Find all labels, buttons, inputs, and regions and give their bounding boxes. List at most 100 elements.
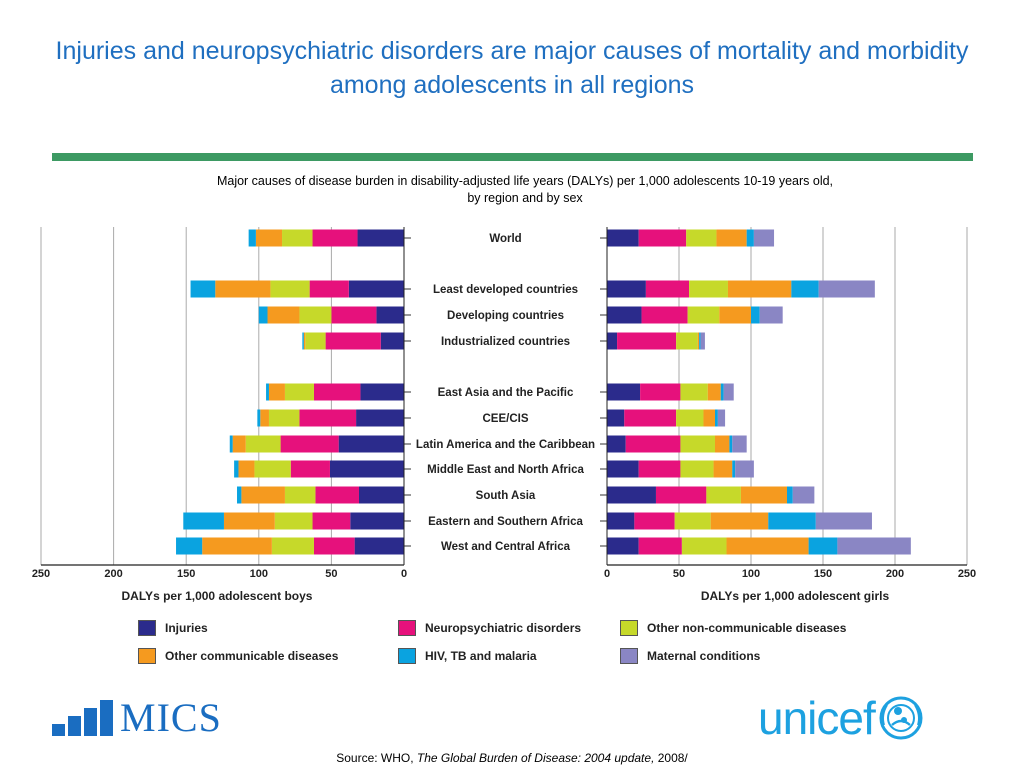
- bar-boys-hiv: [190, 280, 216, 298]
- tick-label-girls: 100: [742, 568, 760, 580]
- bar-girls-maternal: [818, 280, 875, 298]
- bar-girls-neuro: [638, 229, 687, 247]
- bar-girls-neuro: [617, 332, 677, 350]
- bar-boys-hiv: [302, 332, 304, 350]
- bar-boys-hiv: [183, 512, 224, 530]
- bar-boys-neuro: [299, 409, 357, 427]
- tick-label-boys: 250: [32, 568, 50, 580]
- bar-girls-hiv: [720, 383, 724, 401]
- category-label: Latin America and the Caribbean: [416, 439, 595, 451]
- bar-girls-noncomm: [686, 229, 717, 247]
- bar-girls-injuries: [607, 306, 642, 324]
- bar-girls-communicable: [697, 332, 700, 350]
- bar-girls-noncomm: [676, 409, 704, 427]
- mics-logo-bar: [52, 724, 65, 736]
- bar-boys-injuries: [356, 409, 404, 427]
- bar-girls-communicable: [726, 537, 809, 555]
- tick-label-girls: 250: [958, 568, 976, 580]
- tick-label-boys: 100: [250, 568, 268, 580]
- bar-boys-injuries: [360, 383, 404, 401]
- bar-boys-noncomm: [284, 383, 314, 401]
- bar-boys-noncomm: [282, 229, 313, 247]
- bar-girls-noncomm: [676, 332, 698, 350]
- tick-label-girls: 150: [814, 568, 832, 580]
- bar-girls-maternal: [815, 512, 872, 530]
- mics-logo-text: MICS: [120, 695, 222, 740]
- category-label: Middle East and North Africa: [427, 464, 584, 476]
- tick-label-girls: 0: [604, 568, 610, 580]
- bar-boys-communicable: [255, 229, 283, 247]
- bar-boys-injuries: [358, 486, 404, 504]
- bar-boys-neuro: [280, 435, 339, 453]
- bar-girls-noncomm: [687, 306, 720, 324]
- bar-girls-noncomm: [680, 460, 714, 478]
- unicef-logo: unicef: [758, 693, 924, 743]
- bar-girls-noncomm: [681, 537, 727, 555]
- bar-girls-communicable: [707, 383, 721, 401]
- mics-logo: MICS: [52, 695, 222, 740]
- bar-girls-maternal: [753, 229, 775, 247]
- bar-boys-communicable: [202, 537, 272, 555]
- bar-girls-injuries: [607, 229, 639, 247]
- source-title: The Global Burden of Disease: 2004 updat…: [416, 751, 655, 765]
- unicef-emblem-icon: [879, 696, 923, 740]
- bar-boys-neuro: [309, 280, 349, 298]
- bar-girls-communicable: [710, 512, 769, 530]
- bar-girls-noncomm: [680, 435, 715, 453]
- category-label: Industrialized countries: [441, 336, 570, 348]
- bar-boys-hiv: [258, 306, 268, 324]
- bar-boys-noncomm: [268, 409, 300, 427]
- bar-boys-communicable: [215, 280, 271, 298]
- bar-boys-injuries: [338, 435, 404, 453]
- bar-boys-injuries: [348, 280, 404, 298]
- category-label: World: [489, 233, 521, 245]
- bar-girls-noncomm: [674, 512, 711, 530]
- x-axis-title-boys: DALYs per 1,000 adolescent boys: [122, 589, 313, 603]
- bar-girls-hiv: [808, 537, 838, 555]
- unicef-logo-text: unicef: [758, 692, 876, 744]
- source-note: Source: WHO, The Global Burden of Diseas…: [0, 751, 1024, 765]
- bar-girls-noncomm: [706, 486, 741, 504]
- bar-boys-neuro: [313, 383, 361, 401]
- bar-girls-neuro: [641, 306, 688, 324]
- category-label: CEE/CIS: [482, 413, 528, 425]
- bar-boys-injuries: [350, 512, 404, 530]
- bar-boys-noncomm: [245, 435, 281, 453]
- bar-boys-injuries: [329, 460, 404, 478]
- bar-boys-injuries: [354, 537, 404, 555]
- bar-girls-injuries: [607, 332, 618, 350]
- bar-girls-maternal: [700, 332, 705, 350]
- category-label: West and Central Africa: [441, 541, 571, 553]
- bar-girls-maternal: [723, 383, 734, 401]
- bar-boys-communicable: [268, 383, 285, 401]
- bar-girls-neuro: [640, 383, 681, 401]
- bar-girls-hiv: [715, 409, 718, 427]
- bar-girls-communicable: [713, 460, 733, 478]
- chart-subtitle-line-1: Major causes of disease burden in disabi…: [216, 174, 834, 188]
- bar-girls-maternal: [837, 537, 911, 555]
- page-title: Injuries and neuropsychiatric disorders …: [55, 37, 969, 99]
- bar-boys-noncomm: [274, 512, 313, 530]
- bar-boys-communicable: [232, 435, 246, 453]
- bar-girls-hiv: [787, 486, 793, 504]
- bar-boys-communicable: [241, 486, 285, 504]
- bar-boys-hiv: [257, 409, 261, 427]
- tick-label-boys: 0: [401, 568, 407, 580]
- bar-girls-injuries: [607, 537, 639, 555]
- bar-girls-maternal: [792, 486, 815, 504]
- bar-boys-neuro: [331, 306, 377, 324]
- bar-boys-noncomm: [284, 486, 316, 504]
- bar-girls-hiv: [791, 280, 819, 298]
- bar-girls-injuries: [607, 435, 626, 453]
- bar-girls-injuries: [607, 383, 641, 401]
- category-label: South Asia: [476, 490, 536, 502]
- bar-boys-neuro: [313, 537, 355, 555]
- category-label: Least developed countries: [433, 284, 578, 296]
- bar-boys-hiv: [266, 383, 269, 401]
- bar-girls-communicable: [703, 409, 715, 427]
- tick-label-boys: 200: [104, 568, 122, 580]
- bar-girls-injuries: [607, 280, 646, 298]
- bar-girls-hiv: [768, 512, 816, 530]
- bar-girls-hiv: [746, 229, 754, 247]
